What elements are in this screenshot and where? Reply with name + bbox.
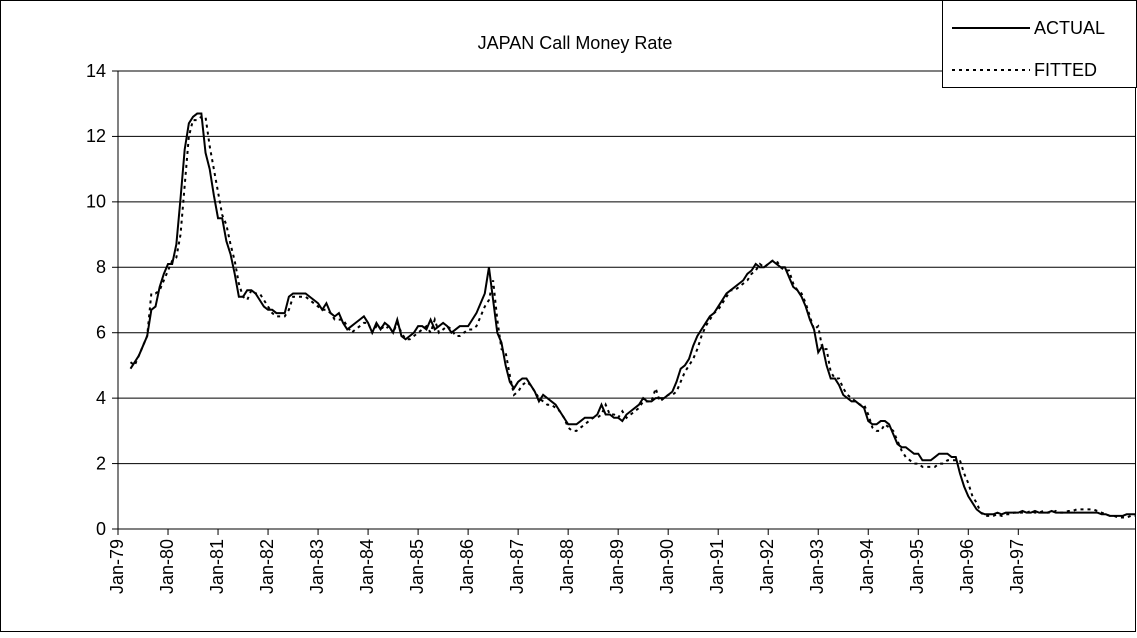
y-tick-label: 8: [96, 257, 106, 277]
x-tick-label: Jan-82: [257, 539, 277, 594]
y-tick-label: 4: [96, 388, 106, 408]
chart-title: JAPAN Call Money Rate: [478, 33, 673, 53]
x-tick-label: Jan-95: [907, 539, 927, 594]
legend-label: FITTED: [1034, 60, 1097, 80]
x-tick-label: Jan-93: [807, 539, 827, 594]
x-tick-label: Jan-83: [307, 539, 327, 594]
x-tick-label: Jan-90: [657, 539, 677, 594]
x-tick-label: Jan-88: [557, 539, 577, 594]
y-tick-label: 2: [96, 453, 106, 473]
x-tick-label: Jan-94: [857, 539, 877, 594]
x-tick-label: Jan-81: [207, 539, 227, 594]
series-line: [129, 115, 1135, 519]
x-tick-label: Jan-86: [457, 539, 477, 594]
y-tick-label: 12: [86, 126, 106, 146]
x-tick-label: Jan-85: [407, 539, 427, 594]
y-tick-label: 10: [86, 192, 106, 212]
x-tick-label: Jan-84: [357, 539, 377, 594]
x-tick-label: Jan-91: [707, 539, 727, 594]
x-tick-label: Jan-87: [507, 539, 527, 594]
y-tick-label: 14: [86, 61, 106, 81]
y-tick-label: 6: [96, 322, 106, 342]
x-tick-label: Jan-89: [607, 539, 627, 594]
legend: ACTUAL FITTED: [942, 0, 1137, 88]
series-line: [129, 112, 1135, 517]
x-tick-label: Jan-79: [107, 539, 127, 594]
x-tick-label: Jan-80: [157, 539, 177, 594]
legend-label: ACTUAL: [1034, 18, 1105, 38]
x-tick-label: Jan-96: [957, 539, 977, 594]
legend-box: [942, 0, 1137, 88]
x-tick-label: Jan-92: [757, 539, 777, 594]
y-tick-label: 0: [96, 519, 106, 539]
x-tick-label: Jan-97: [1007, 539, 1027, 594]
